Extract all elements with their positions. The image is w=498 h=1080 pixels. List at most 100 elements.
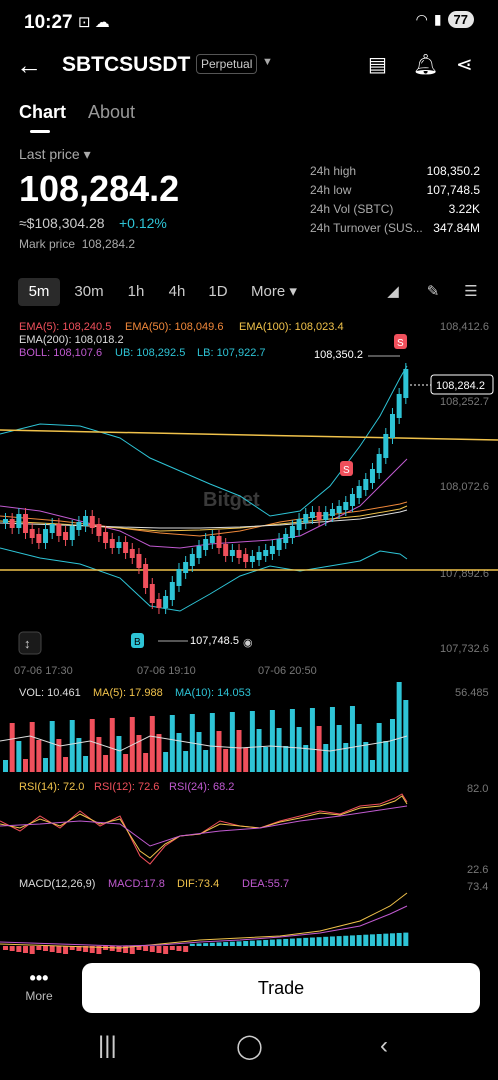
macd-bar [189,943,195,946]
home-icon[interactable]: ◯ [236,1033,263,1060]
candle [23,514,29,533]
volume-bar [276,728,282,772]
candle [143,564,149,588]
rsi24-line [0,805,408,847]
recent-apps-icon[interactable]: ||| [98,1032,117,1059]
macd-bar [236,941,242,946]
timeframe-bar: 5m 30m 1h 4h 1D More ▾ ◢ ✎ ☰ [0,278,498,306]
volume-bar [123,754,129,772]
volume-bar [196,732,202,772]
tab-chart[interactable]: Chart [19,102,67,122]
volume-bar [3,760,8,772]
tab-about[interactable]: About [88,102,136,122]
volume-bar [76,738,82,772]
timeframe-5m[interactable]: 5m [18,278,60,306]
symbol-title[interactable]: SBTCSUSDT [62,53,191,76]
more-label: More [25,989,53,1003]
eye-icon[interactable]: ◉ [243,637,253,649]
chart-type-icon[interactable]: ◢ [387,283,399,300]
candle [36,534,42,543]
macd-histogram [3,932,409,954]
volume-bar [176,733,182,772]
macd-bar [329,936,335,946]
candle [363,479,369,490]
macd-bar [136,946,142,950]
sell-marker-2[interactable] [340,461,353,476]
timeframe-30m[interactable]: 30m [74,283,104,300]
volume-bar [49,721,55,772]
volume-bar [109,718,115,772]
candle [223,544,229,556]
candle [323,512,329,520]
time-axis-1: 07-06 17:30 [14,665,73,677]
buy-marker[interactable] [131,633,144,648]
draw-tool-icon[interactable]: ✎ [426,283,440,300]
volume-bar [309,708,315,772]
volume-bar [169,715,175,772]
candle [236,550,242,558]
rsi14-label: RSI(14): 72.0 [19,781,84,793]
timeframe-4h[interactable]: 4h [168,283,186,300]
volume-bar [203,750,209,772]
share-icon[interactable]: ⋖ [456,54,473,76]
orderbook-icon[interactable]: ▤ [368,54,387,76]
candle [176,569,182,586]
volume-bar [376,723,382,772]
volume-bar [163,752,169,772]
volume-bar [29,722,35,772]
notification-icons: ⊡ ☁ [78,14,110,31]
volume-bar [56,739,62,772]
macd-bar [263,939,269,946]
macd-bar [29,946,35,954]
stat-row: 24h Turnover (SUS... 347.84M [310,221,480,235]
tab-bar: Chart About [0,96,498,136]
timeframe-1h[interactable]: 1h [127,283,145,300]
chart-settings-icon[interactable]: ☰ [464,283,478,300]
macd-bar [96,946,102,954]
candle [336,506,342,513]
last-price-label[interactable]: Last price ▾ [19,146,91,162]
timeframe-more[interactable]: More ▾ [251,283,297,300]
trade-button[interactable]: Trade [82,963,480,1013]
volume-bar [343,743,349,772]
volume-bar [89,719,95,772]
alert-bell-icon[interactable]: 🔔︎ [413,54,439,76]
macd-bar [209,942,215,946]
candle [276,539,282,550]
candle [376,454,382,473]
battery-icon: 77 [447,11,474,28]
candle [3,519,8,523]
boll-label: BOLL: 108,107.6 [19,347,102,359]
macd-bar [163,946,169,954]
volume-bar [316,726,322,772]
macd-bar [249,940,255,946]
candlestick-chart[interactable]: EMA(5): 108,240.5 EMA(50): 108,049.6 EMA… [0,316,498,966]
rsi12-label: RSI(12): 72.6 [94,781,159,793]
timeframe-1d[interactable]: 1D [208,283,228,300]
volume-bar [136,735,142,772]
macd-bar [49,946,55,952]
stats-panel: 24h high 108,350.2 24h low 107,748.5 24h V… [310,164,480,240]
macd-axis: 73.4 [467,881,488,893]
stat-row: 24h Vol (SBTC) 3.22K [310,202,480,216]
chevron-down-icon[interactable]: ▼ [262,56,273,68]
volume-bar [243,748,249,772]
macd-bar [56,946,62,953]
trendline-upper[interactable] [0,429,498,441]
candle [43,529,49,543]
ema200-label: EMA(200): 108,018.2 [19,334,124,346]
macd-bar [183,946,189,952]
macd-bar [336,936,342,946]
volume-bar [9,723,15,772]
dea-value: DEA:55.7 [242,878,289,890]
price-change: +0.12% [119,215,167,231]
volume-bar [209,713,215,772]
candle [216,536,222,548]
macd-bar [109,946,115,951]
sell-marker[interactable] [394,334,407,349]
macd-bar [276,939,282,946]
more-button[interactable]: ••• More [18,968,60,1003]
back-nav-icon[interactable]: ‹ [380,1032,388,1059]
expand-button[interactable] [18,631,42,655]
back-arrow-icon[interactable]: ← [16,50,42,80]
